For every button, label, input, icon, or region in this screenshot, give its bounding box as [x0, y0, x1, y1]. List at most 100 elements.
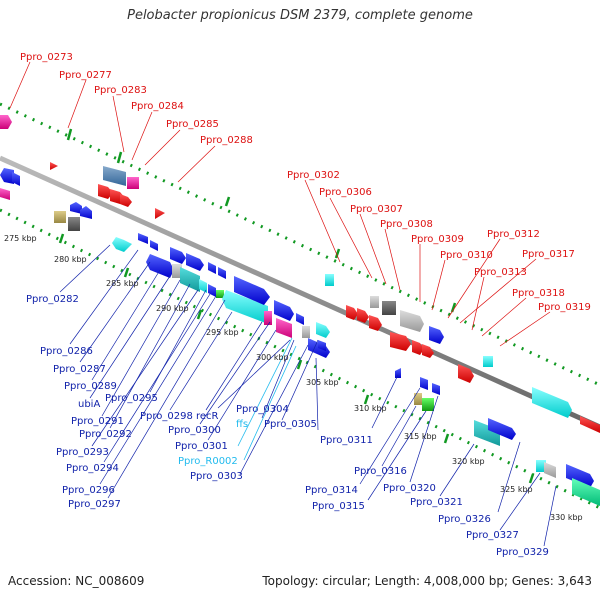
gene-0314 — [414, 393, 422, 405]
gene-label[interactable]: Ppro_0316 — [354, 466, 407, 477]
gene-0302 — [325, 274, 334, 286]
gene-label[interactable]: Ppro_0321 — [410, 497, 463, 508]
gene-label[interactable]: Ppro_0288 — [200, 135, 253, 146]
gene-0279 — [68, 217, 80, 231]
gene-0312 — [429, 326, 444, 344]
gene-label[interactable]: Ppro_0287 — [53, 364, 106, 375]
gene-label[interactable]: Ppro_0310 — [440, 250, 493, 261]
gene-0308r — [369, 315, 382, 331]
gene-label[interactable]: Ppro_0292 — [79, 429, 132, 440]
gene-label[interactable]: Ppro_0318 — [512, 288, 565, 299]
gene-0319 — [580, 416, 600, 433]
gene-label[interactable]: Ppro_0315 — [312, 501, 365, 512]
gene-label[interactable]: Ppro_0306 — [319, 187, 372, 198]
gene-0289r — [155, 208, 165, 219]
backbone-group — [0, 102, 600, 510]
gene-label[interactable]: Ppro_0313 — [474, 267, 527, 278]
gene-label[interactable]: ubiA — [78, 399, 100, 410]
gene-label[interactable]: ffs — [236, 419, 248, 430]
gene-label[interactable]: Ppro_0320 — [383, 483, 436, 494]
gene-0288 — [50, 162, 58, 170]
kbp-label: 290 kbp — [156, 304, 189, 313]
gene-0297 — [234, 276, 270, 305]
accession-text: Accession: NC_008609 — [8, 574, 145, 588]
gene-label[interactable]: Ppro_0317 — [522, 249, 575, 260]
gene-0287r — [120, 194, 132, 207]
gene-0306 — [370, 296, 379, 308]
gene-label[interactable]: Ppro_0311 — [320, 435, 373, 446]
gene-label[interactable]: Ppro_0305 — [264, 419, 317, 430]
gene-0327 — [544, 462, 556, 478]
kbp-label: 300 kbp — [256, 353, 289, 362]
gene-label[interactable]: Ppro_0289 — [64, 381, 117, 392]
gene-label[interactable]: Ppro_0327 — [466, 530, 519, 541]
gene-label[interactable]: Ppro_0304 — [236, 404, 289, 415]
gene-0290b — [186, 253, 204, 271]
gene-label[interactable]: Ppro_0297 — [68, 499, 121, 510]
gene-0285 — [98, 184, 113, 199]
gene-label[interactable]: Ppro_0312 — [487, 229, 540, 240]
gene-0310 — [390, 332, 411, 351]
gene-0313 — [458, 364, 474, 383]
gene-label[interactable]: Ppro_0302 — [287, 170, 340, 181]
gene-label[interactable]: Ppro_0273 — [20, 52, 73, 63]
gene-0274 — [0, 168, 14, 184]
gene-label[interactable]: Ppro_0326 — [438, 514, 491, 525]
gene-0295 — [216, 290, 224, 298]
bottom-leader-lines — [59, 244, 557, 547]
gene-label[interactable]: recR — [196, 411, 219, 422]
gene-label[interactable]: Ppro_0314 — [305, 485, 358, 496]
gene-label[interactable]: Ppro_0284 — [131, 101, 184, 112]
gene-label[interactable]: Ppro_0293 — [56, 447, 109, 458]
gene-0300b — [296, 313, 304, 325]
gene-label[interactable]: Ppro_0286 — [40, 346, 93, 357]
kbp-label: 330 kbp — [550, 513, 583, 522]
gene-0306r — [346, 305, 358, 320]
gene-0287 — [172, 264, 182, 278]
gene-0316 — [420, 377, 428, 390]
major-ticks — [58, 128, 535, 484]
gene-label[interactable]: Ppro_0294 — [66, 463, 119, 474]
gene-label[interactable]: Ppro_0329 — [496, 547, 549, 558]
gene-label[interactable]: Ppro_0295 — [105, 393, 158, 404]
gene-0291 — [199, 279, 207, 293]
gene-label[interactable]: Ppro_0300 — [168, 425, 221, 436]
kbp-label: 325 kbp — [500, 485, 533, 494]
bottom-tick-ring — [0, 208, 600, 510]
gene-0275 — [0, 188, 10, 200]
kbp-label: 280 kbp — [54, 255, 87, 264]
gene-0301 — [302, 326, 310, 338]
gene-label[interactable]: Ppro_0277 — [59, 70, 112, 81]
gene-label[interactable]: Ppro_0291 — [71, 416, 124, 427]
gene-0280 — [70, 202, 82, 214]
gene-label[interactable]: Ppro_0301 — [175, 441, 228, 452]
gene-0321 — [488, 418, 516, 440]
gene-0282 — [112, 237, 132, 252]
gene-0284 — [127, 177, 139, 189]
gene-0329 — [572, 478, 600, 506]
gene-label[interactable]: Ppro_0296 — [62, 485, 115, 496]
map-title: Pelobacter propionicus DSM 2379, complet… — [127, 8, 473, 23]
gene-label[interactable]: Ppro_0285 — [166, 119, 219, 130]
gene-label[interactable]: Ppro_0309 — [411, 234, 464, 245]
gene-0307 — [382, 301, 396, 315]
gene-0293 — [208, 262, 216, 274]
bottom-gene-labels: Ppro_0282 Ppro_0286 Ppro_0287 Ppro_0289 … — [26, 294, 549, 558]
gene-label[interactable]: Ppro_0319 — [538, 302, 591, 313]
gene-label[interactable]: Ppro_0283 — [94, 85, 147, 96]
gene-label[interactable]: Ppro_0308 — [380, 219, 433, 230]
kbp-label: 315 kbp — [404, 432, 437, 441]
kbp-label: 310 kbp — [354, 404, 387, 413]
gene-label[interactable]: Ppro_R0002 — [178, 456, 238, 467]
gene-0320 — [474, 420, 500, 446]
gene-0273 — [0, 115, 12, 129]
gene-label[interactable]: Ppro_0307 — [350, 204, 403, 215]
gene-label[interactable]: Ppro_0303 — [190, 471, 243, 482]
gene-0310b — [412, 340, 424, 355]
gene-0304b — [318, 340, 326, 351]
gene-0290 — [170, 247, 186, 264]
gene-label[interactable]: Ppro_0282 — [26, 294, 79, 305]
gene-label[interactable]: Ppro_0298 — [140, 411, 193, 422]
